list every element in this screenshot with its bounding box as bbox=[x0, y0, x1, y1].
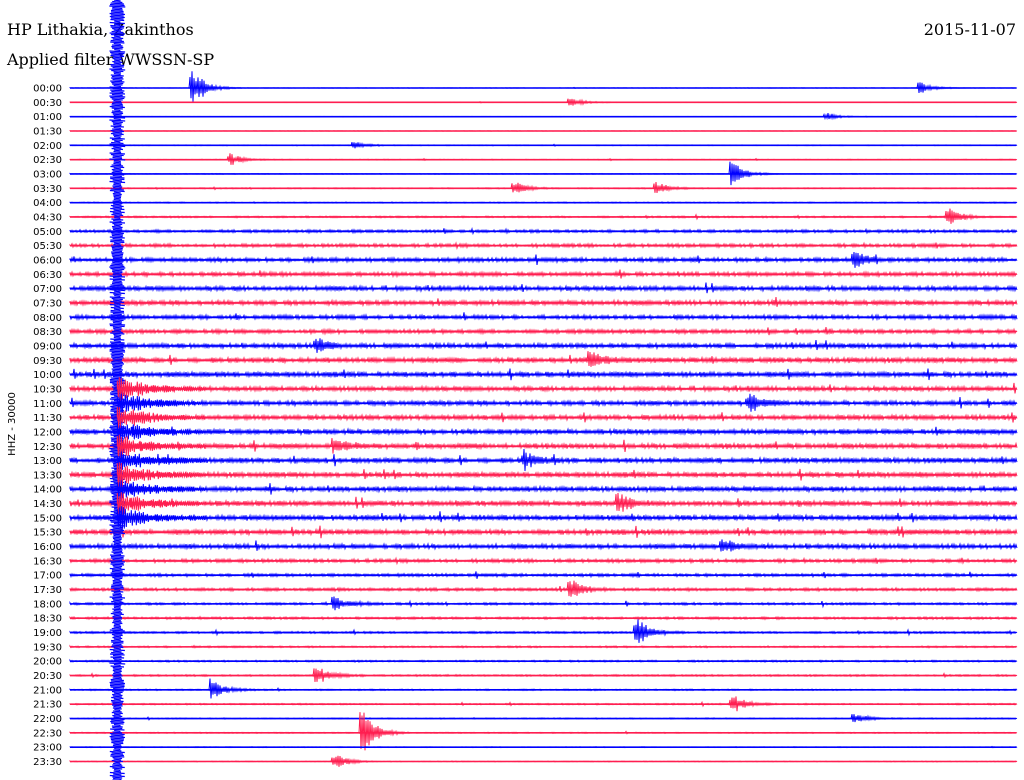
station-title: HP Lithakia, Zakinthos bbox=[7, 20, 194, 39]
seismic-trace bbox=[69, 492, 1018, 512]
seismic-trace bbox=[69, 71, 1018, 102]
row-time-label: 17:30 bbox=[33, 585, 62, 596]
row-time-label: 05:30 bbox=[33, 241, 62, 252]
row-time-label: 15:30 bbox=[33, 528, 62, 539]
row-time-label: 09:30 bbox=[33, 356, 62, 367]
trace-group bbox=[69, 0, 1018, 780]
seismic-trace bbox=[69, 678, 1018, 699]
seismic-trace bbox=[69, 539, 1018, 552]
seismic-trace bbox=[69, 351, 1018, 367]
seismic-trace bbox=[69, 619, 1018, 643]
large-event-coda bbox=[116, 393, 207, 413]
large-event-coda bbox=[116, 492, 207, 515]
y-axis-label: HHZ - 30000 bbox=[7, 392, 18, 456]
row-time-label: 08:30 bbox=[33, 327, 62, 338]
row-time-label: 04:30 bbox=[33, 212, 62, 223]
large-event-coda bbox=[116, 480, 207, 499]
row-time-label: 22:00 bbox=[33, 714, 62, 725]
large-event-trace bbox=[109, 0, 126, 780]
large-event-coda bbox=[116, 462, 207, 488]
row-time-label: 10:30 bbox=[33, 384, 62, 395]
row-time-label: 23:00 bbox=[33, 743, 62, 754]
large-event-coda bbox=[116, 406, 207, 429]
seismic-trace bbox=[69, 468, 1018, 481]
row-time-label: 11:30 bbox=[33, 413, 62, 424]
row-time-label: 13:00 bbox=[33, 456, 62, 467]
seismic-trace bbox=[69, 580, 1018, 597]
large-event-coda bbox=[116, 434, 207, 458]
large-event-coda bbox=[116, 506, 207, 530]
seismic-trace bbox=[69, 251, 1018, 268]
seismic-trace bbox=[69, 448, 1018, 472]
row-time-label: 02:30 bbox=[33, 155, 62, 166]
row-time-label: 09:00 bbox=[33, 341, 62, 352]
row-time-label: 10:00 bbox=[33, 370, 62, 381]
row-time-label: 19:30 bbox=[33, 642, 62, 653]
row-time-label: 06:30 bbox=[33, 270, 62, 281]
row-time-label: 18:30 bbox=[33, 614, 62, 625]
seismic-trace bbox=[69, 182, 1018, 193]
row-time-label: 23:30 bbox=[33, 757, 62, 768]
row-time-label: 03:00 bbox=[33, 169, 62, 180]
row-time-label: 12:00 bbox=[33, 427, 62, 438]
row-time-label: 15:00 bbox=[33, 513, 62, 524]
large-event-band bbox=[109, 0, 207, 780]
row-time-label: 16:00 bbox=[33, 542, 62, 553]
row-time-label: 01:00 bbox=[33, 112, 62, 123]
row-time-label: 00:30 bbox=[33, 98, 62, 109]
seismic-trace bbox=[69, 312, 1018, 322]
row-time-label: 19:00 bbox=[33, 628, 62, 639]
seismic-trace bbox=[69, 297, 1018, 308]
row-time-label: 21:30 bbox=[33, 700, 62, 711]
row-time-label: 21:00 bbox=[33, 685, 62, 696]
row-time-label: 03:30 bbox=[33, 184, 62, 195]
row-time-label: 20:30 bbox=[33, 671, 62, 682]
row-time-label: 11:00 bbox=[33, 399, 62, 410]
row-time-label: 13:30 bbox=[33, 470, 62, 481]
seismic-trace bbox=[69, 483, 1018, 495]
row-time-label: 00:00 bbox=[33, 84, 62, 95]
row-label-group: 00:00 00:30 01:00 01:30 02:00 02:30 03:00 03:30… bbox=[33, 84, 62, 769]
row-time-label: 18:00 bbox=[33, 599, 62, 610]
row-time-label: 12:30 bbox=[33, 442, 62, 453]
row-time-label: 16:30 bbox=[33, 556, 62, 567]
row-time-label: 20:00 bbox=[33, 657, 62, 668]
large-event-coda bbox=[116, 421, 207, 443]
seismic-trace bbox=[69, 338, 1018, 353]
seismic-trace bbox=[69, 511, 1018, 523]
row-time-label: 04:00 bbox=[33, 198, 62, 209]
row-time-label: 22:30 bbox=[33, 728, 62, 739]
large-event-coda bbox=[116, 377, 207, 401]
row-time-label: 07:00 bbox=[33, 284, 62, 295]
row-time-label: 01:30 bbox=[33, 126, 62, 137]
row-time-label: 07:30 bbox=[33, 298, 62, 309]
row-time-label: 17:00 bbox=[33, 571, 62, 582]
filter-label: Applied filter WWSSN-SP bbox=[7, 50, 215, 69]
date-label: 2015-11-07 bbox=[923, 20, 1016, 39]
row-time-label: 02:00 bbox=[33, 141, 62, 152]
row-time-label: 08:00 bbox=[33, 313, 62, 324]
row-time-label: 14:00 bbox=[33, 485, 62, 496]
row-time-label: 14:30 bbox=[33, 499, 62, 510]
row-time-label: 06:00 bbox=[33, 255, 62, 266]
row-time-label: 05:00 bbox=[33, 227, 62, 238]
large-event-coda bbox=[116, 451, 207, 470]
